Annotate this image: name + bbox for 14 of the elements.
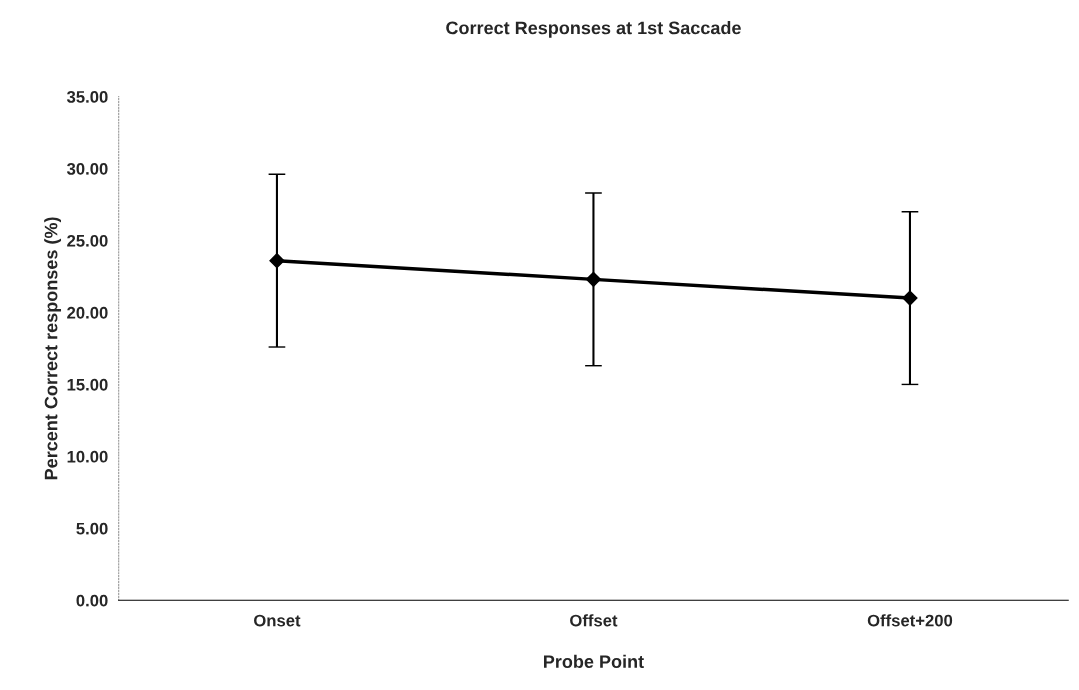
y-tick-label: 35.00 [66,91,108,103]
y-tick-label: 30.00 [66,162,108,175]
y-tick-label: 15.00 [67,378,108,391]
y-tick-label: 20.00 [67,306,108,319]
chart-title: Correct Responses at 1st Saccade [446,21,741,38]
x-tick-label: Offset [570,614,618,627]
x-tick-label: Offset+200 [867,614,953,627]
y-tick-label: 0.00 [76,594,108,607]
x-axis-title: Probe Point [544,654,644,668]
y-tick-label: 5.00 [76,522,108,535]
x-tick-label: Onset [254,614,301,627]
y-tick-label: 25.00 [67,234,108,247]
y-axis-title: Percent Correct responses (%) [44,217,62,480]
y-tick-label: 10.00 [67,450,108,463]
